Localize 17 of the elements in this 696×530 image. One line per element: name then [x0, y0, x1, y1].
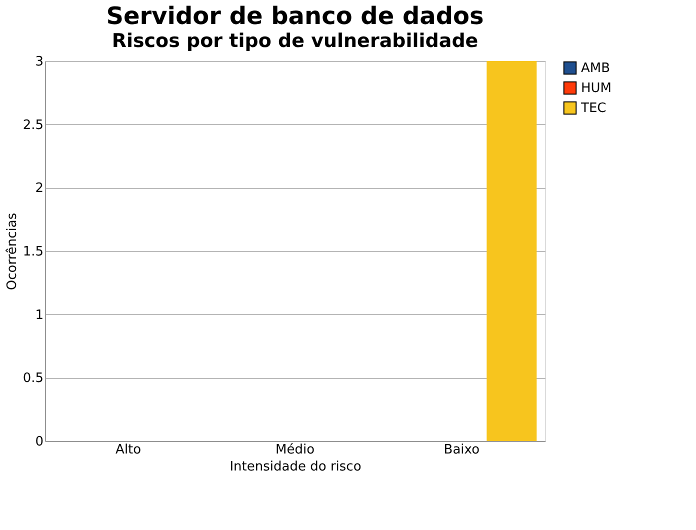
y-tick-label: 1	[35, 308, 44, 323]
y-tick-label: 0	[35, 434, 44, 450]
y-tick-label: 2.5	[22, 118, 44, 133]
chart-subtitle: Riscos por tipo de vulnerabilidade	[112, 30, 478, 52]
y-tick-label: 2	[35, 181, 44, 196]
chart-title: Servidor de banco de dados	[106, 2, 484, 30]
y-axis-title: Ocorrências	[4, 212, 20, 290]
x-axis-title: Intensidade do risco	[230, 460, 362, 474]
x-tick-label: Médio	[275, 442, 315, 458]
y-tick-label: 0.5	[22, 371, 44, 386]
y-tick-label: 1.5	[22, 244, 44, 260]
y-tick-label: 3	[35, 54, 44, 70]
x-tick-label: Baixo	[444, 442, 480, 458]
legend-label: HUM	[581, 81, 612, 96]
x-tick-label: Alto	[116, 442, 142, 458]
legend-label: TEC	[580, 101, 606, 116]
legend-label: AMB	[581, 61, 610, 76]
